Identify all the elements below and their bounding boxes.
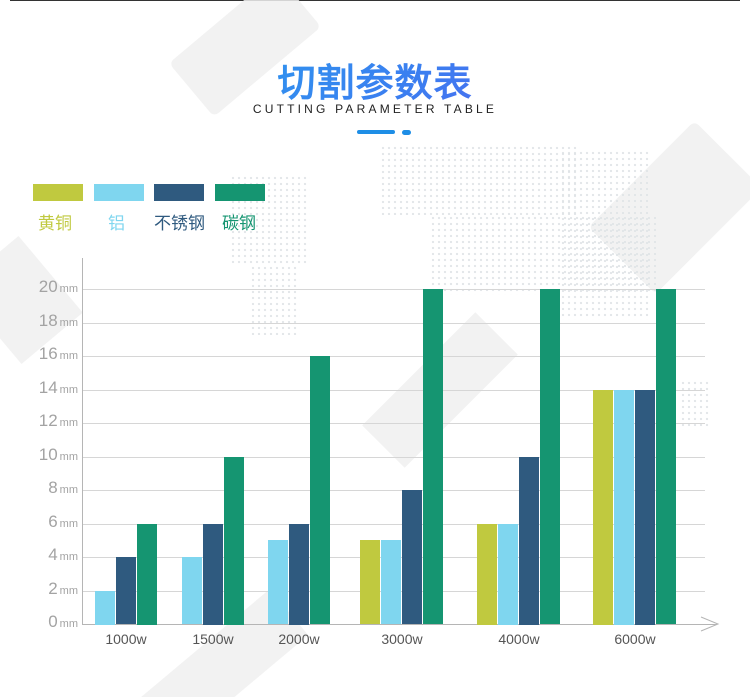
y-tick-value: 12 xyxy=(38,411,58,430)
y-tick-unit: mm xyxy=(59,384,78,396)
y-axis xyxy=(82,258,83,625)
y-tick-label: 12 mm xyxy=(18,411,78,431)
bar-3000w-series-0 xyxy=(360,540,380,624)
title-underline-dash xyxy=(357,130,395,134)
x-tick-label: 1500w xyxy=(192,631,234,647)
legend-swatch xyxy=(33,184,83,201)
bar-3000w-series-2 xyxy=(402,490,422,624)
world-map-dots xyxy=(380,145,580,215)
world-map-dots xyxy=(250,265,300,335)
bar-1500w-series-3 xyxy=(224,457,244,625)
x-axis xyxy=(82,624,717,625)
bar-4000w-series-2 xyxy=(519,457,539,625)
legend-swatch xyxy=(215,184,265,201)
bar-2000w-series-3 xyxy=(310,356,330,624)
world-map-dots xyxy=(680,380,710,430)
y-tick-value: 2 xyxy=(48,579,58,598)
y-tick-value: 20 xyxy=(38,277,58,296)
y-tick-value: 4 xyxy=(48,545,58,564)
world-map-dots xyxy=(560,150,650,320)
legend-item: 碳钢 xyxy=(215,184,265,234)
bar-1500w-series-2 xyxy=(203,524,223,625)
legend-item: 黄铜 xyxy=(33,184,83,234)
y-tick-label: 10 mm xyxy=(18,445,78,465)
legend-item: 不锈钢 xyxy=(154,184,205,234)
bar-1000w-series-3 xyxy=(137,524,157,625)
page-title: 切割参数表 xyxy=(0,52,750,107)
bar-6000w-series-2 xyxy=(635,390,655,625)
gridline xyxy=(83,490,705,491)
bar-3000w-series-1 xyxy=(381,540,401,624)
y-tick-unit: mm xyxy=(59,518,78,530)
y-tick-unit: mm xyxy=(59,551,78,563)
bar-6000w-series-0 xyxy=(593,390,613,625)
y-tick-value: 18 xyxy=(38,311,58,330)
y-tick-value: 16 xyxy=(38,344,58,363)
legend-label: 碳钢 xyxy=(222,214,256,234)
legend-swatch xyxy=(154,184,204,201)
y-tick-value: 14 xyxy=(38,378,58,397)
y-tick-unit: mm xyxy=(59,484,78,496)
y-tick-label: 8 mm xyxy=(18,478,78,498)
bar-2000w-series-1 xyxy=(268,540,288,624)
bar-6000w-series-3 xyxy=(656,289,676,624)
bar-4000w-series-1 xyxy=(498,524,518,625)
gridline xyxy=(83,524,705,525)
legend-label: 不锈钢 xyxy=(154,214,205,234)
x-tick-label: 6000w xyxy=(614,631,656,647)
y-tick-label: 6 mm xyxy=(18,512,78,532)
bar-4000w-series-0 xyxy=(477,524,497,625)
legend-item: 铝 xyxy=(94,184,144,234)
gridline xyxy=(83,356,705,357)
x-tick-label: 2000w xyxy=(278,631,320,647)
bar-4000w-series-3 xyxy=(540,289,560,624)
x-tick-label: 1000w xyxy=(105,631,147,647)
y-tick-unit: mm xyxy=(59,317,78,329)
legend-label: 铝 xyxy=(108,214,125,234)
y-tick-label: 14 mm xyxy=(18,378,78,398)
gridline xyxy=(83,390,705,391)
y-tick-label: 0 mm xyxy=(18,612,78,632)
y-tick-value: 6 xyxy=(48,512,58,531)
x-axis-arrow-icon xyxy=(700,616,720,632)
bar-1000w-series-2 xyxy=(116,557,136,624)
legend-label: 黄铜 xyxy=(38,214,72,234)
gridline xyxy=(83,423,705,424)
legend-swatch xyxy=(94,184,144,201)
y-tick-value: 8 xyxy=(48,478,58,497)
title-underline-dot xyxy=(402,130,411,135)
bar-2000w-series-2 xyxy=(289,524,309,625)
bar-3000w-series-3 xyxy=(423,289,443,624)
y-tick-unit: mm xyxy=(59,618,78,630)
y-tick-value: 0 xyxy=(48,612,58,631)
y-tick-label: 4 mm xyxy=(18,545,78,565)
gridline xyxy=(83,457,705,458)
y-tick-unit: mm xyxy=(59,350,78,362)
y-tick-label: 20 mm xyxy=(18,277,78,297)
bar-1000w-series-1 xyxy=(95,591,115,625)
x-tick-label: 3000w xyxy=(381,631,423,647)
gridline xyxy=(83,289,705,290)
x-tick-label: 4000w xyxy=(498,631,540,647)
y-tick-label: 16 mm xyxy=(18,344,78,364)
bar-6000w-series-1 xyxy=(614,390,634,625)
y-tick-unit: mm xyxy=(59,585,78,597)
page-subtitle: CUTTING PARAMETER TABLE xyxy=(252,102,498,116)
y-tick-label: 2 mm xyxy=(18,579,78,599)
y-tick-unit: mm xyxy=(59,417,78,429)
y-tick-unit: mm xyxy=(59,283,78,295)
gridline xyxy=(83,323,705,324)
bar-1500w-series-1 xyxy=(182,557,202,624)
y-tick-unit: mm xyxy=(59,451,78,463)
top-border xyxy=(10,0,740,1)
y-tick-value: 10 xyxy=(38,445,58,464)
y-tick-label: 18 mm xyxy=(18,311,78,331)
